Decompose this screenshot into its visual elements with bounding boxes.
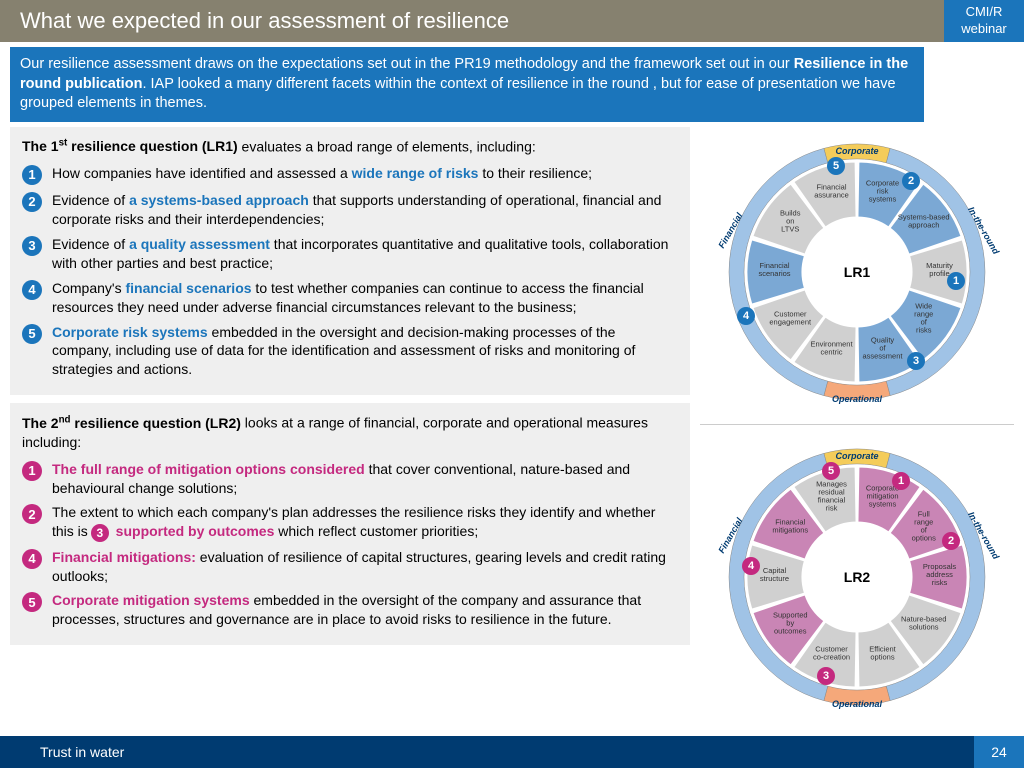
lr1-lead: The 1st resilience question (LR1) evalua… (22, 137, 678, 157)
svg-text:Capitalstructure: Capitalstructure (760, 566, 789, 583)
donut-badge: 1 (892, 472, 910, 490)
list-item: 4 Company's financial scenarios to test w… (22, 279, 678, 317)
svg-text:Financialmitigations: Financialmitigations (772, 517, 808, 534)
lr2-donut: CorporatemitigationsystemsFullrangeofopt… (712, 432, 1002, 722)
footer-text: Trust in water (40, 744, 124, 760)
donut-badge: 4 (737, 307, 755, 325)
donut-badge: 5 (827, 157, 845, 175)
donut-badge: 2 (902, 172, 920, 190)
page-number: 24 (974, 736, 1024, 768)
slide-title: What we expected in our assessment of re… (20, 8, 509, 34)
donut-badge: 2 (942, 532, 960, 550)
list-item: 3 Evidence of a quality assessment that i… (22, 235, 678, 273)
item-text: Corporate risk systems embedded in the o… (52, 323, 678, 380)
inline-badge: 3 (91, 524, 109, 542)
number-badge: 2 (22, 192, 42, 212)
slide-footer: Trust in water (0, 736, 1024, 768)
item-text: The extent to which each company's plan … (52, 503, 678, 541)
svg-text:Widerangeofrisks: Widerangeofrisks (914, 301, 933, 334)
lr1-list: 1 How companies have identified and asses… (22, 164, 678, 379)
number-badge: 4 (22, 549, 42, 569)
list-item: 1 The full range of mitigation options co… (22, 460, 678, 498)
slide-header: What we expected in our assessment of re… (0, 0, 1024, 42)
number-badge: 5 (22, 592, 42, 612)
svg-text:Customerco-creation: Customerco-creation (813, 644, 850, 661)
lr2-list: 1 The full range of mitigation options co… (22, 460, 678, 630)
list-item: 5 Corporate mitigation systems embedded i… (22, 591, 678, 629)
donut-badge: 3 (907, 352, 925, 370)
item-text: Financial mitigations: evaluation of res… (52, 548, 678, 586)
number-badge: 1 (22, 461, 42, 481)
donut-center-label: LR2 (844, 569, 870, 585)
donut-badge: 4 (742, 557, 760, 575)
donut-badge: 3 (817, 667, 835, 685)
diagrams-column: CorporaterisksystemsSystems-basedapproac… (700, 127, 1014, 722)
item-text: How companies have identified and assess… (52, 164, 678, 183)
corner-badge: CMI/R webinar (944, 0, 1024, 42)
intro-box: Our resilience assessment draws on the e… (10, 47, 924, 122)
svg-text:Financialscenarios: Financialscenarios (758, 261, 790, 278)
item-text: Company's financial scenarios to test wh… (52, 279, 678, 317)
lr2-lead: The 2nd resilience question (LR2) looks … (22, 413, 678, 451)
svg-text:Corporate: Corporate (835, 146, 878, 156)
item-text: Evidence of a systems-based approach tha… (52, 191, 678, 229)
item-text: Corporate mitigation systems embedded in… (52, 591, 678, 629)
donut-center-label: LR1 (844, 264, 870, 280)
number-badge: 2 (22, 504, 42, 524)
lr1-donut: CorporaterisksystemsSystems-basedapproac… (712, 127, 1002, 417)
list-item: 5 Corporate risk systems embedded in the … (22, 323, 678, 380)
svg-text:Operational: Operational (832, 394, 883, 404)
number-badge: 5 (22, 324, 42, 344)
lr2-box: The 2nd resilience question (LR2) looks … (10, 403, 690, 645)
svg-text:Efficientoptions: Efficientoptions (869, 644, 896, 661)
list-item: 2 The extent to which each company's plan… (22, 503, 678, 541)
svg-text:Customerengagement: Customerengagement (769, 309, 812, 326)
item-text: The full range of mitigation options con… (52, 460, 678, 498)
lr1-box: The 1st resilience question (LR1) evalua… (10, 127, 690, 396)
item-text: Evidence of a quality assessment that in… (52, 235, 678, 273)
list-item: 1 How companies have identified and asses… (22, 164, 678, 185)
donut-badge: 5 (822, 462, 840, 480)
number-badge: 3 (22, 236, 42, 256)
divider (700, 424, 1014, 425)
number-badge: 1 (22, 165, 42, 185)
donut-badge: 1 (947, 272, 965, 290)
list-item: 2 Evidence of a systems-based approach th… (22, 191, 678, 229)
svg-text:Corporate: Corporate (835, 451, 878, 461)
svg-text:Operational: Operational (832, 699, 883, 709)
list-item: 4 Financial mitigations: evaluation of re… (22, 548, 678, 586)
svg-text:Financialassurance: Financialassurance (814, 182, 849, 199)
number-badge: 4 (22, 280, 42, 300)
